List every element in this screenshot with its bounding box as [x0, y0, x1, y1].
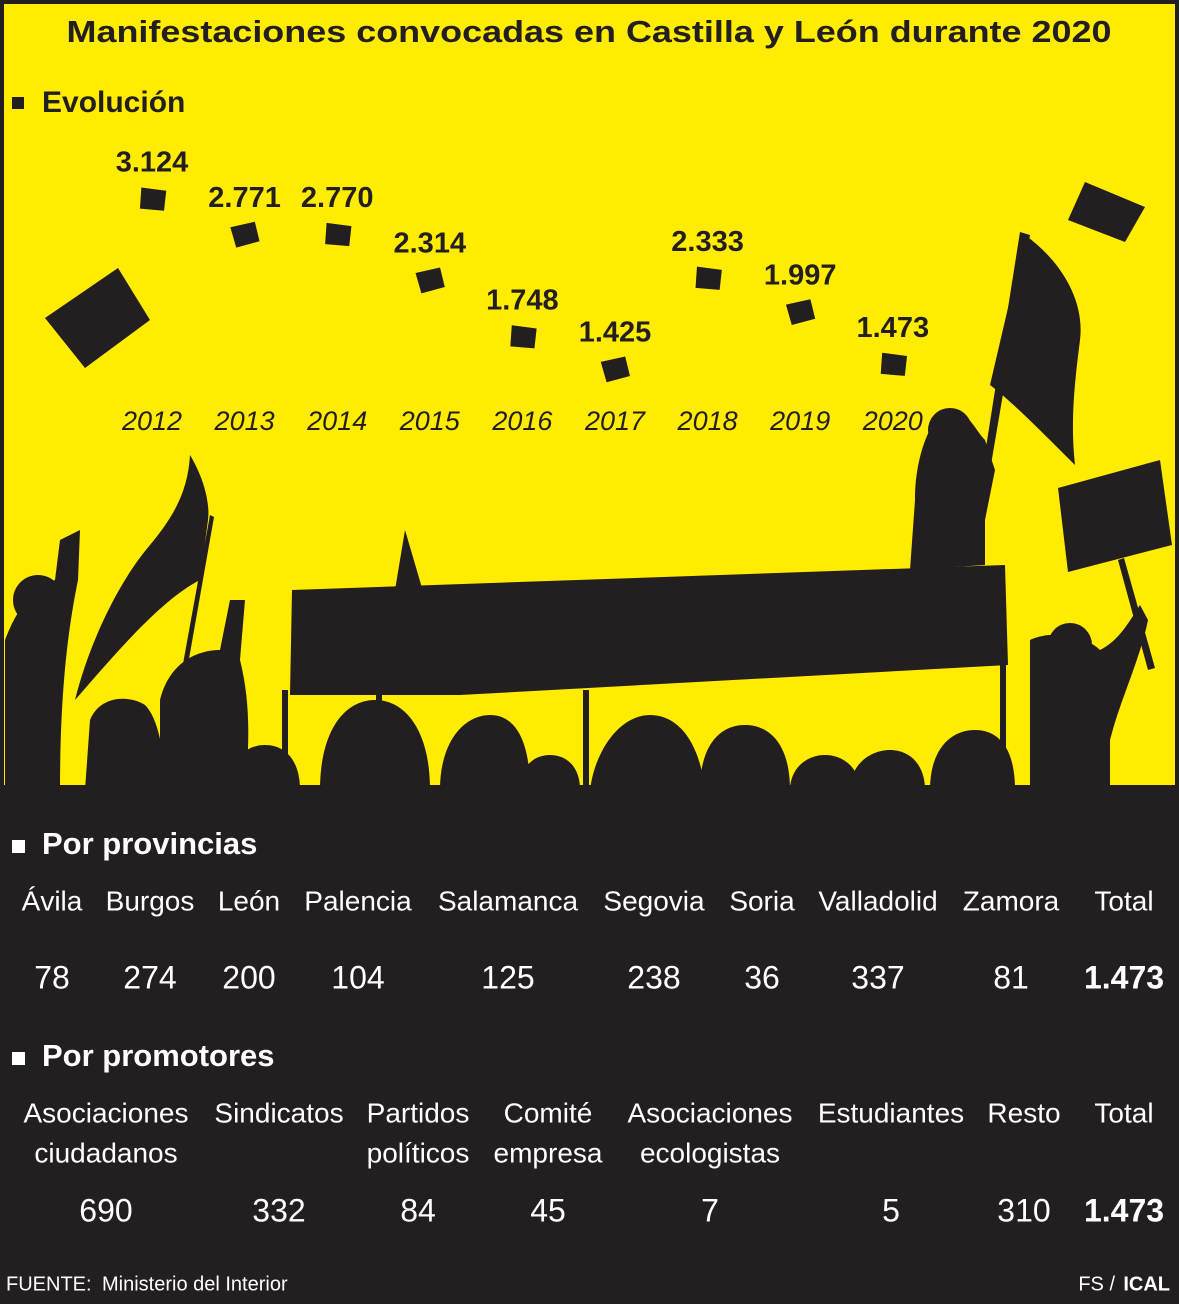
value-label: 2.771 — [208, 182, 281, 214]
section-title: Por promotores — [42, 1038, 275, 1073]
cell-value: 1.473 — [1084, 959, 1164, 995]
cell-value: 78 — [34, 959, 70, 995]
column-header: León — [218, 885, 280, 916]
paper-mark — [600, 356, 630, 383]
cell-value: 5 — [882, 1192, 900, 1228]
column-header: ecologistas — [640, 1137, 780, 1168]
paper-mark — [325, 222, 352, 247]
column-header: Palencia — [304, 885, 412, 916]
cell-value: 332 — [252, 1192, 305, 1228]
paper-mark — [880, 352, 908, 376]
column-header: Sindicatos — [214, 1097, 343, 1128]
year-label: 2012 — [121, 406, 182, 436]
paper-mark — [785, 299, 816, 326]
column-header: Zamora — [963, 885, 1060, 916]
column-header: Asociaciones — [24, 1097, 189, 1128]
year-label: 2020 — [862, 406, 923, 436]
crowd-silhouette — [5, 232, 1172, 790]
value-label: 2.314 — [394, 228, 467, 260]
credit: FS / — [1078, 1273, 1115, 1295]
cell-value: 81 — [993, 959, 1029, 995]
paper-mark — [695, 266, 722, 290]
column-header: Total — [1094, 885, 1153, 916]
source: Ministerio del Interior — [102, 1273, 288, 1295]
cell-value: 84 — [400, 1192, 436, 1228]
value-label: 1.425 — [579, 317, 652, 349]
title: Manifestaciones convocadas en Castilla y… — [67, 14, 1112, 49]
value-label: 2.333 — [671, 226, 744, 258]
column-header: Total — [1094, 1097, 1153, 1128]
column-header: políticos — [367, 1137, 470, 1168]
source-label: FUENTE: — [6, 1273, 92, 1295]
cell-value: 7 — [701, 1192, 719, 1228]
paper-mark — [139, 187, 167, 211]
subtitle: Evolución — [42, 86, 185, 119]
cell-value: 337 — [851, 959, 904, 995]
decor-paper — [45, 268, 150, 368]
year-label: 2018 — [677, 406, 738, 436]
paper-mark — [510, 325, 537, 349]
cell-value: 310 — [997, 1192, 1050, 1228]
year-label: 2019 — [769, 406, 830, 436]
cell-value: 36 — [744, 959, 780, 995]
cell-value: 690 — [79, 1192, 132, 1228]
value-label: 3.124 — [116, 147, 189, 179]
cell-value: 125 — [481, 959, 534, 995]
cell-value: 45 — [530, 1192, 566, 1228]
value-label: 1.997 — [764, 259, 837, 291]
value-label: 1.748 — [486, 284, 559, 316]
column-header: Soria — [729, 885, 795, 916]
year-label: 2015 — [399, 406, 461, 436]
paper-mark — [230, 221, 260, 248]
cell-value: 200 — [222, 959, 275, 995]
column-header: Valladolid — [818, 885, 937, 916]
paper-mark — [415, 267, 445, 294]
year-label: 2014 — [306, 406, 367, 436]
column-header: Estudiantes — [818, 1097, 964, 1128]
column-header: Ávila — [22, 885, 83, 916]
column-header: Asociaciones — [628, 1097, 793, 1128]
bullet — [12, 97, 24, 109]
year-label: 2017 — [584, 406, 646, 436]
column-header: Comité — [504, 1097, 593, 1128]
column-header: Segovia — [603, 885, 705, 916]
bullet — [12, 1052, 25, 1065]
column-header: Resto — [987, 1097, 1060, 1128]
value-label: 2.770 — [301, 182, 374, 214]
column-header: Burgos — [106, 885, 195, 916]
cell-value: 238 — [627, 959, 680, 995]
agency: ICAL — [1123, 1273, 1170, 1295]
column-header: ciudadanos — [34, 1137, 177, 1168]
column-header: empresa — [494, 1137, 603, 1168]
decor-paper — [1068, 182, 1145, 242]
bullet — [12, 840, 25, 853]
year-label: 2013 — [214, 406, 275, 436]
cell-value: 274 — [123, 959, 176, 995]
column-header: Salamanca — [438, 885, 579, 916]
value-label: 1.473 — [857, 312, 930, 344]
year-label: 2016 — [491, 406, 553, 436]
column-header: Partidos — [367, 1097, 470, 1128]
cell-value: 1.473 — [1084, 1192, 1164, 1228]
section-title: Por provincias — [42, 826, 257, 861]
cell-value: 104 — [331, 959, 384, 995]
